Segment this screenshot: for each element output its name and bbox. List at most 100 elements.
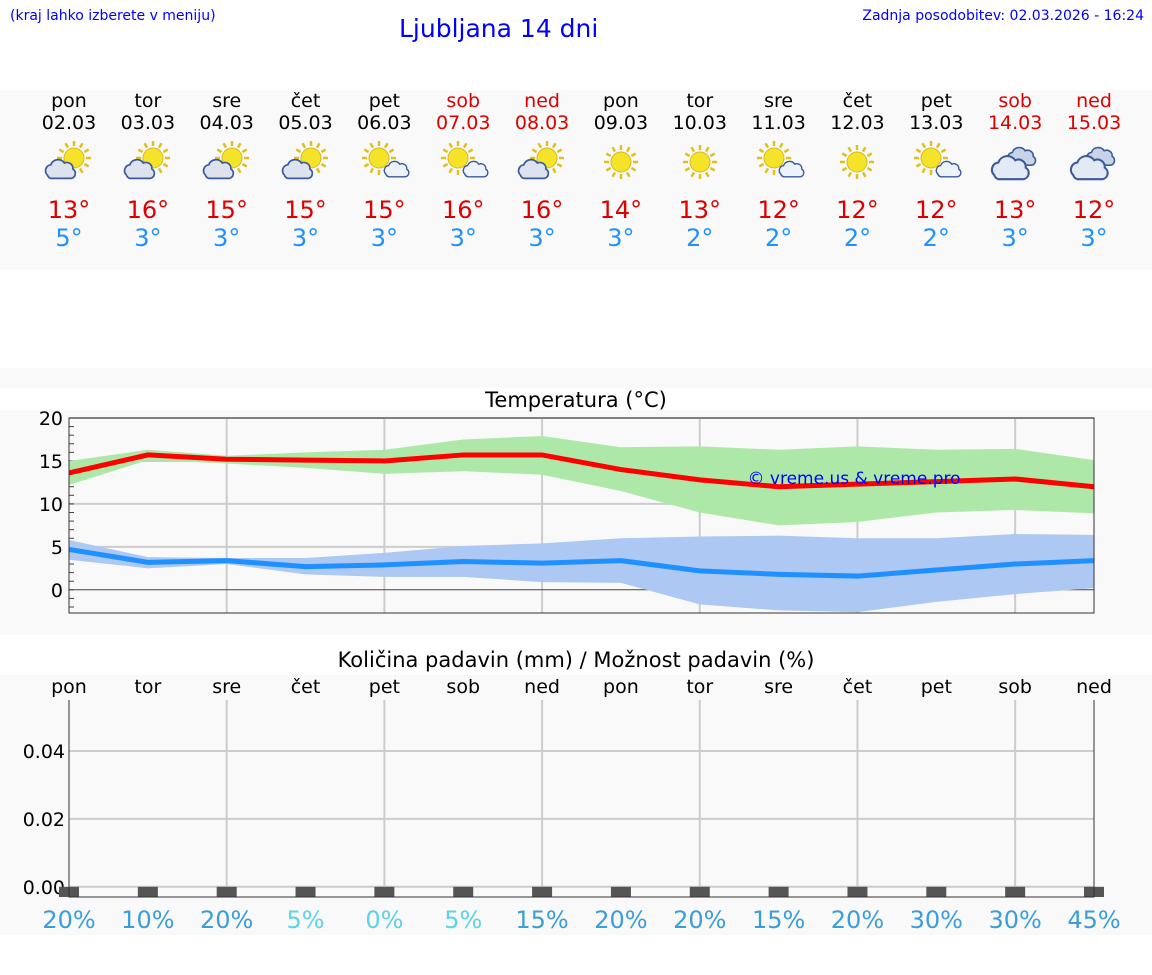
day-name: tor [686, 90, 714, 112]
sun-icon [682, 145, 717, 179]
day-name: čet [290, 90, 321, 112]
precip-bar [295, 886, 316, 897]
daily-forecast-strip: pon 02.03 13° 5° tor 03.03 16° 3° sre 04.0… [0, 90, 1152, 270]
max-temp: 13° [47, 196, 91, 224]
max-temp: 15° [363, 196, 406, 224]
min-temp-line [68, 546, 1095, 579]
day-forecast: ned 08.03 16° 3° [502, 90, 582, 252]
day-date: 07.03 [436, 112, 491, 134]
weekday-label: čet [291, 676, 321, 698]
max-temp: 12° [757, 196, 800, 224]
day-date: 12.03 [830, 112, 885, 134]
day-date: 03.03 [120, 112, 176, 134]
day-name: sre [764, 90, 794, 112]
day-date: 13.03 [909, 112, 964, 134]
y-tick-label: 5 [51, 537, 63, 559]
min-temp: 2° [922, 224, 950, 252]
max-temp: 12° [836, 196, 879, 224]
watermark: © vreme.us & vreme.pro [747, 469, 960, 489]
precip-bar [610, 886, 631, 897]
sun-behind-cloud-icon [202, 141, 249, 180]
day-date: 11.03 [751, 112, 806, 134]
day-forecast: sre 04.03 15° 3° [187, 90, 267, 252]
y-tick-label: 15 [39, 451, 63, 473]
min-temp: 5° [55, 224, 83, 252]
day-date: 14.03 [987, 112, 1043, 134]
day-date: 08.03 [514, 112, 570, 134]
weekday-label: sre [212, 676, 241, 698]
precip-bar [137, 886, 158, 897]
precip-probability: 20% [594, 906, 647, 934]
precip-probability: 30% [910, 906, 963, 934]
y-tick-label: 0.04 [23, 741, 65, 763]
day-forecast: pet 13.03 12° 2° [896, 90, 976, 252]
sun-behind-cloud-icon [517, 141, 565, 180]
weekday-label: pet [921, 676, 952, 698]
y-tick-label: 0 [51, 580, 63, 602]
max-temp: 13° [678, 196, 722, 224]
min-temp: 3° [1080, 224, 1108, 252]
day-date: 09.03 [593, 112, 649, 134]
plot-area [69, 700, 1094, 897]
temperature-chart-title: Temperatura (°C) [0, 388, 1152, 412]
day-name: pet [920, 90, 952, 112]
precip-bar [926, 886, 947, 897]
sun-icon [840, 145, 875, 179]
y-tick-label: 10 [39, 494, 63, 516]
day-forecast: pon 09.03 14° 3° [581, 90, 661, 252]
precip-probability: 20% [200, 906, 253, 934]
min-temp: 3° [291, 224, 320, 252]
precip-bar [689, 886, 710, 897]
y-tick-label: 0.00 [23, 877, 65, 899]
weekday-label: čet [843, 676, 873, 698]
last-updated: Zadnja posodobitev: 02.03.2026 - 16:24 [862, 8, 1144, 24]
min-temp: 2° [686, 224, 714, 252]
day-date: 10.03 [672, 112, 727, 134]
day-name: sob [998, 90, 1032, 112]
page-title: Ljubljana 14 dni [399, 14, 599, 43]
precip-probability: 20% [42, 906, 95, 934]
precipitation-chart: pon tor sre čet pet sob ned pon tor sre čet pet sob n… [23, 676, 1121, 934]
day-date: 04.03 [199, 112, 254, 134]
precip-probability: 15% [515, 906, 568, 934]
precip-probability: 5% [444, 906, 482, 934]
day-name: sob [446, 90, 481, 112]
sun-small-cloud-icon [441, 141, 489, 178]
max-temp: 12° [915, 196, 958, 224]
day-forecast: pon 02.03 13° 5° [29, 90, 109, 252]
day-forecast: pet 06.03 15° 3° [344, 90, 424, 252]
max-temp: 13° [993, 196, 1037, 224]
plot-border [68, 700, 1095, 898]
precip-probability: 20% [673, 906, 726, 934]
precip-bar [532, 886, 553, 897]
day-name: tor [134, 90, 162, 112]
max-temp: 16° [126, 196, 170, 224]
precip-probability: 5% [286, 906, 324, 934]
min-temp-range-band [69, 533, 1094, 613]
min-temp: 3° [607, 224, 635, 252]
day-name: ned [524, 90, 560, 112]
day-date: 06.03 [357, 112, 412, 134]
cloud-icon [991, 146, 1037, 181]
sun-behind-cloud-icon [281, 141, 328, 180]
max-temp: 16° [520, 196, 564, 224]
day-forecast: ned 15.03 12° 3° [1054, 90, 1134, 252]
precip-probability: 20% [831, 906, 884, 934]
day-forecast: sob 14.03 13° 3° [975, 90, 1055, 252]
min-temp: 3° [213, 224, 241, 252]
min-temp: 3° [449, 224, 477, 252]
plot-border [68, 417, 1095, 614]
precip-probability: 10% [121, 906, 174, 934]
weekday-label: ned [524, 676, 560, 698]
sun-icon [603, 145, 638, 179]
precip-probability: 0% [365, 906, 403, 934]
day-forecast: čet 05.03 15° 3° [266, 90, 346, 252]
max-temp: 16° [441, 196, 485, 224]
weekday-label: sob [446, 676, 480, 698]
sun-small-cloud-icon [362, 141, 410, 178]
sun-small-cloud-icon [914, 141, 962, 178]
y-tick-label: 0.02 [23, 809, 65, 831]
precip-probability: 30% [988, 906, 1041, 934]
precipitation-chart-title: Količina padavin (mm) / Možnost padavin … [337, 648, 815, 672]
weekday-label: pet [369, 676, 400, 698]
